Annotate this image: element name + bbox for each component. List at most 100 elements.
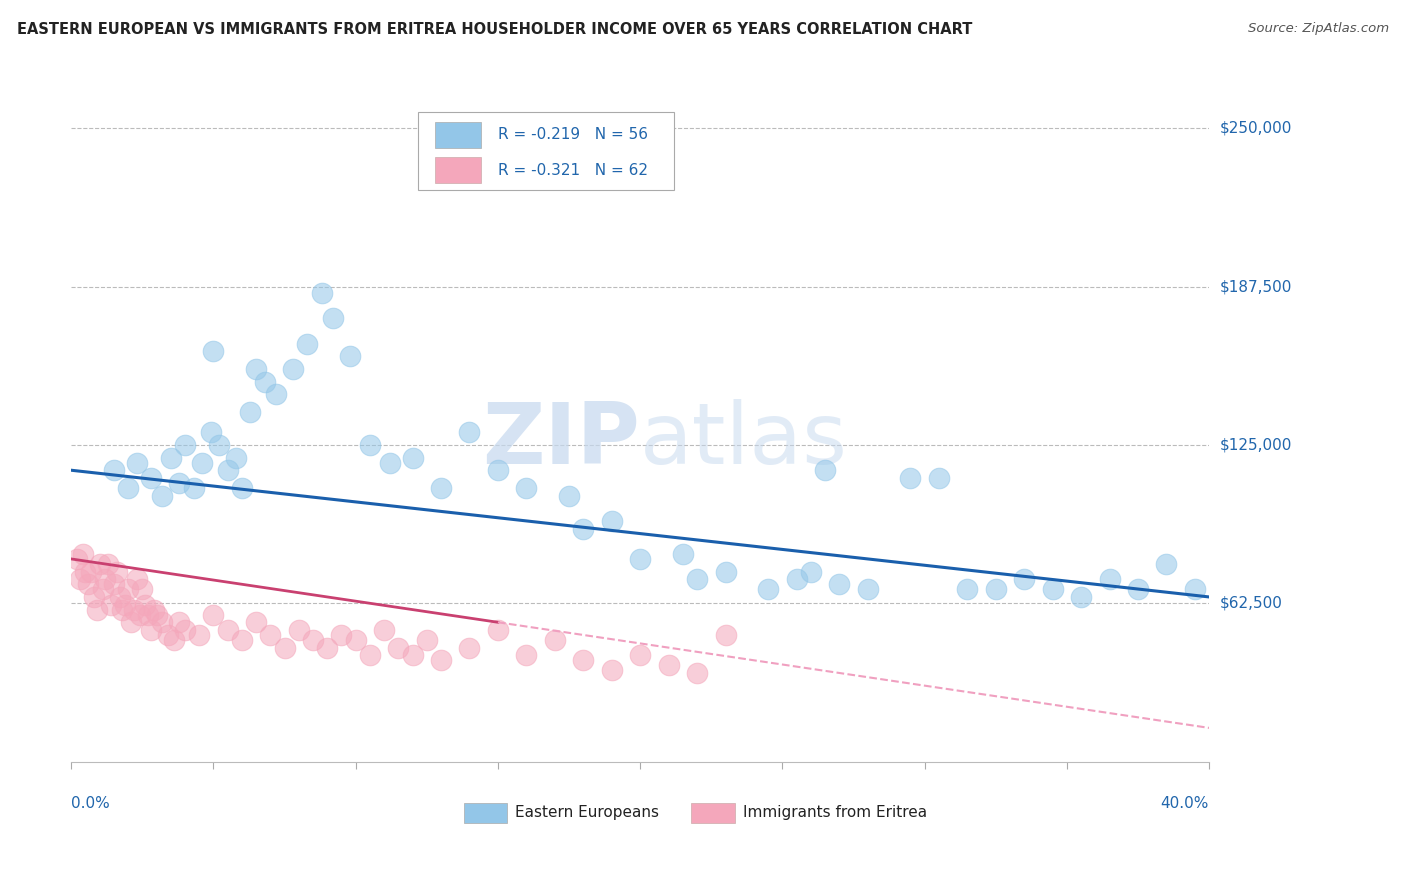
Point [217, 463, 239, 477]
Point [686, 665, 709, 680]
Point [108, 590, 131, 604]
Point [231, 633, 253, 648]
Point [344, 633, 367, 648]
Text: $62,500: $62,500 [1220, 596, 1284, 611]
Point [200, 425, 222, 440]
Point [128, 607, 150, 622]
Point [66, 552, 89, 566]
Point [239, 405, 262, 419]
Point [142, 602, 165, 616]
Point [245, 362, 267, 376]
Point [786, 572, 808, 586]
Point [80, 565, 103, 579]
Point [544, 633, 567, 648]
Text: Immigrants from Eritrea: Immigrants from Eritrea [742, 805, 927, 821]
Point [628, 552, 651, 566]
Point [387, 640, 409, 655]
Point [225, 450, 247, 465]
Point [756, 582, 779, 597]
Point [94, 572, 117, 586]
Point [984, 582, 1007, 597]
Text: EASTERN EUROPEAN VS IMMIGRANTS FROM ERITREA HOUSEHOLDER INCOME OVER 65 YEARS COR: EASTERN EUROPEAN VS IMMIGRANTS FROM ERIT… [17, 22, 972, 37]
Point [169, 475, 191, 490]
Point [297, 336, 319, 351]
Point [686, 572, 709, 586]
Point [672, 547, 695, 561]
Point [202, 344, 225, 359]
Point [253, 375, 276, 389]
Point [572, 522, 595, 536]
Point [105, 565, 128, 579]
FancyBboxPatch shape [436, 122, 481, 148]
Point [150, 615, 173, 630]
Text: ZIP: ZIP [482, 399, 640, 482]
Point [174, 438, 197, 452]
Point [572, 653, 595, 667]
Point [458, 640, 481, 655]
Point [302, 633, 325, 648]
Point [416, 633, 439, 648]
Point [111, 602, 134, 616]
Point [174, 623, 197, 637]
Point [515, 648, 537, 663]
Point [75, 565, 97, 579]
Text: $125,000: $125,000 [1220, 437, 1292, 452]
Point [131, 582, 153, 597]
FancyBboxPatch shape [464, 803, 508, 823]
Point [856, 582, 879, 597]
Point [359, 648, 381, 663]
Point [103, 463, 125, 477]
Point [188, 628, 211, 642]
Point [208, 438, 231, 452]
Text: Eastern Europeans: Eastern Europeans [515, 805, 659, 821]
Point [72, 547, 94, 561]
Point [169, 615, 191, 630]
Point [245, 615, 267, 630]
Point [86, 602, 108, 616]
Point [714, 565, 737, 579]
Point [136, 607, 159, 622]
Point [486, 463, 509, 477]
Point [103, 577, 125, 591]
Point [139, 623, 162, 637]
Point [202, 607, 225, 622]
Point [114, 598, 136, 612]
Point [163, 633, 186, 648]
Point [600, 664, 623, 678]
Point [100, 598, 122, 612]
Text: $250,000: $250,000 [1220, 120, 1292, 136]
Point [401, 648, 423, 663]
FancyBboxPatch shape [436, 158, 481, 184]
Point [330, 628, 353, 642]
Point [828, 577, 851, 591]
Point [900, 471, 922, 485]
Point [1012, 572, 1035, 586]
Point [600, 514, 623, 528]
Point [150, 489, 173, 503]
Point [311, 285, 333, 300]
Point [1184, 582, 1206, 597]
Point [378, 456, 401, 470]
Y-axis label: Householder Income Over 65 years: Householder Income Over 65 years [0, 284, 7, 555]
Point [159, 450, 181, 465]
Point [273, 640, 295, 655]
Point [122, 602, 145, 616]
Point [339, 349, 361, 363]
Point [120, 615, 142, 630]
Point [91, 582, 114, 597]
Text: Source: ZipAtlas.com: Source: ZipAtlas.com [1249, 22, 1389, 36]
Point [628, 648, 651, 663]
Point [191, 456, 214, 470]
Point [125, 456, 148, 470]
Point [89, 557, 111, 571]
Point [515, 481, 537, 495]
Point [1070, 590, 1092, 604]
Point [97, 557, 120, 571]
Point [430, 653, 453, 667]
Point [134, 598, 156, 612]
FancyBboxPatch shape [692, 803, 734, 823]
Point [83, 590, 105, 604]
Point [231, 481, 253, 495]
Point [77, 577, 100, 591]
Point [486, 623, 509, 637]
